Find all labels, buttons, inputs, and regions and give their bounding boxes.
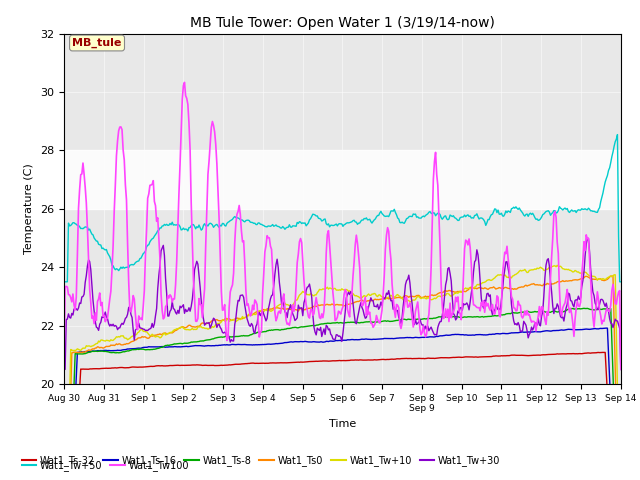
- Title: MB Tule Tower: Open Water 1 (3/19/14-now): MB Tule Tower: Open Water 1 (3/19/14-now…: [190, 16, 495, 30]
- Y-axis label: Temperature (C): Temperature (C): [24, 163, 35, 254]
- X-axis label: Time: Time: [329, 419, 356, 429]
- Bar: [64, 150, 621, 209]
- Legend: Wat1_Tw+50, Wat1_Tw100: Wat1_Tw+50, Wat1_Tw100: [18, 456, 193, 475]
- Legend: Wat1_Ts-32, Wat1_Ts-16, Wat1_Ts-8, Wat1_Ts0, Wat1_Tw+10, Wat1_Tw+30: Wat1_Ts-32, Wat1_Ts-16, Wat1_Ts-8, Wat1_…: [18, 452, 504, 470]
- Text: MB_tule: MB_tule: [72, 38, 122, 48]
